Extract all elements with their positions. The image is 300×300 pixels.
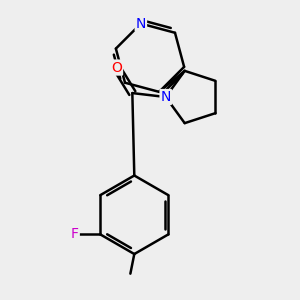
Text: F: F — [71, 227, 79, 242]
Text: N: N — [136, 16, 146, 31]
Text: O: O — [111, 61, 122, 75]
Text: N: N — [160, 90, 171, 104]
